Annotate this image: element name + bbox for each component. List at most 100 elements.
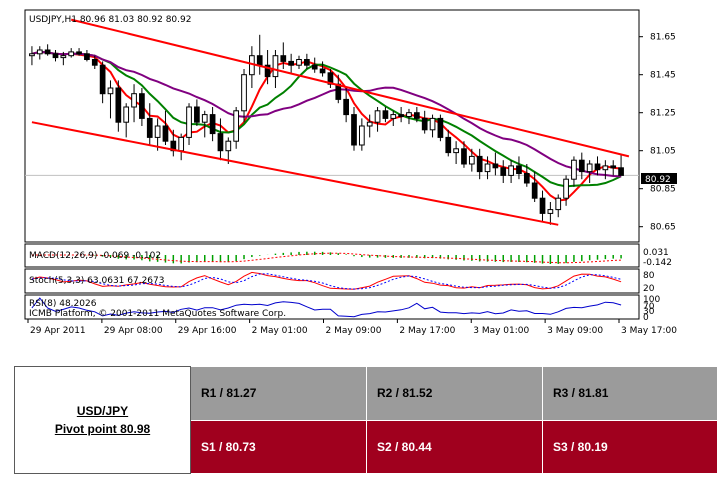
candle-body — [586, 163, 593, 173]
rsi-scale-30: 30 — [643, 307, 655, 317]
x-tick-label: 29 Apr 2011 — [30, 326, 86, 336]
candle — [421, 110, 428, 134]
candle-body — [60, 55, 67, 59]
stoch-scale-top: 80 — [643, 271, 655, 281]
s3-cell: S3 / 80.19 — [542, 419, 718, 474]
candle-body — [84, 53, 90, 60]
candle — [406, 108, 412, 125]
candle — [358, 118, 365, 151]
s1-cell: S1 / 80.73 — [190, 419, 367, 474]
candle — [209, 107, 216, 142]
candle — [233, 107, 240, 149]
candle-body — [398, 114, 404, 117]
candle — [523, 164, 530, 187]
candle-body — [304, 59, 310, 66]
candle-body — [571, 159, 577, 180]
candle — [304, 53, 310, 69]
candle — [547, 202, 554, 225]
candle-body — [311, 64, 318, 70]
candle — [296, 55, 302, 69]
rsi-label: RSI(8) 48.2026 — [29, 299, 97, 309]
candle — [201, 110, 208, 138]
candle-body — [523, 173, 530, 184]
candle — [366, 114, 373, 138]
r1-cell: R1 / 81.27 — [190, 366, 367, 421]
candle — [217, 118, 224, 161]
candle — [99, 61, 106, 104]
candle-body — [382, 110, 389, 119]
rsi-scale-0: 0 — [643, 313, 649, 323]
candle — [508, 160, 514, 183]
rsi-scale-70: 70 — [643, 302, 655, 312]
y-tick-label: 81.25 — [650, 109, 676, 119]
candle — [29, 46, 35, 66]
candle-body — [201, 114, 208, 123]
candle — [578, 152, 585, 180]
candle-body — [99, 64, 106, 95]
candle-body — [539, 197, 546, 214]
candle-body — [123, 106, 130, 123]
rsi-panel-frame — [24, 294, 640, 320]
candle — [186, 103, 192, 145]
candle-body — [107, 87, 114, 95]
candle-body — [241, 74, 247, 112]
candle — [343, 88, 349, 123]
y-tick-label: 80.85 — [650, 185, 676, 195]
candle-body — [319, 68, 326, 74]
candle-body — [146, 117, 153, 138]
candle — [36, 46, 43, 60]
candle-body — [162, 125, 169, 142]
candle-body — [131, 93, 137, 108]
candle-body — [610, 165, 617, 169]
candle — [555, 194, 562, 218]
candle-body — [508, 165, 514, 176]
candle — [115, 80, 122, 132]
candle — [453, 141, 459, 164]
candle-body — [602, 165, 609, 171]
macd-plot-area — [31, 251, 622, 264]
stoch-label: Stoch(5,3,3) 63.0631 67.2673 — [29, 276, 164, 286]
candle-body — [52, 53, 59, 59]
macd-scale-top: 0.031 — [643, 248, 669, 258]
rsi-plot-area — [31, 297, 622, 318]
candle — [500, 160, 507, 183]
candle — [531, 171, 538, 202]
candle-body — [437, 117, 444, 138]
x-tick-label: 3 May 09:00 — [547, 326, 603, 336]
candle — [618, 154, 624, 176]
candle-body — [492, 163, 499, 169]
support-row: S1 / 80.73 S2 / 80.44 S3 / 80.19 — [15, 419, 718, 474]
candle — [398, 107, 404, 123]
main-plot-area — [25, 18, 639, 226]
candle-body — [406, 112, 412, 117]
candle — [571, 156, 577, 187]
pivot-point: Pivot point 80.98 — [54, 422, 151, 436]
candle — [516, 156, 522, 180]
y-axis-ticks: 81.65 81.45 81.25 81.05 80.85 80.65 — [639, 33, 676, 233]
candle-body — [476, 155, 483, 173]
candle-body — [29, 53, 35, 57]
y-tick-label: 81.65 — [650, 33, 676, 43]
x-tick-label: 2 May 17:00 — [399, 326, 455, 336]
candle-body — [186, 106, 192, 138]
rsi-line — [31, 297, 622, 318]
candle — [610, 160, 617, 176]
x-tick-label: 3 May 17:00 — [621, 326, 677, 336]
candle-body — [194, 106, 200, 123]
current-price-box — [641, 173, 677, 184]
resistance-row: USD/JPY Pivot point 80.98 R1 / 81.27 R2 … — [14, 366, 718, 474]
candle-body — [555, 197, 562, 211]
candle-body — [421, 117, 428, 131]
candle-body — [343, 98, 349, 116]
candle-body — [390, 114, 397, 119]
candle — [594, 156, 601, 176]
moving-average-10 — [31, 50, 622, 188]
candle-body — [280, 55, 287, 62]
candle — [351, 107, 357, 151]
macd-scale-bottom: -0.142 — [643, 258, 672, 268]
candle-body — [618, 167, 624, 176]
candle-body — [256, 55, 263, 66]
candle — [91, 55, 98, 69]
candle — [563, 175, 569, 206]
candle — [445, 129, 452, 157]
